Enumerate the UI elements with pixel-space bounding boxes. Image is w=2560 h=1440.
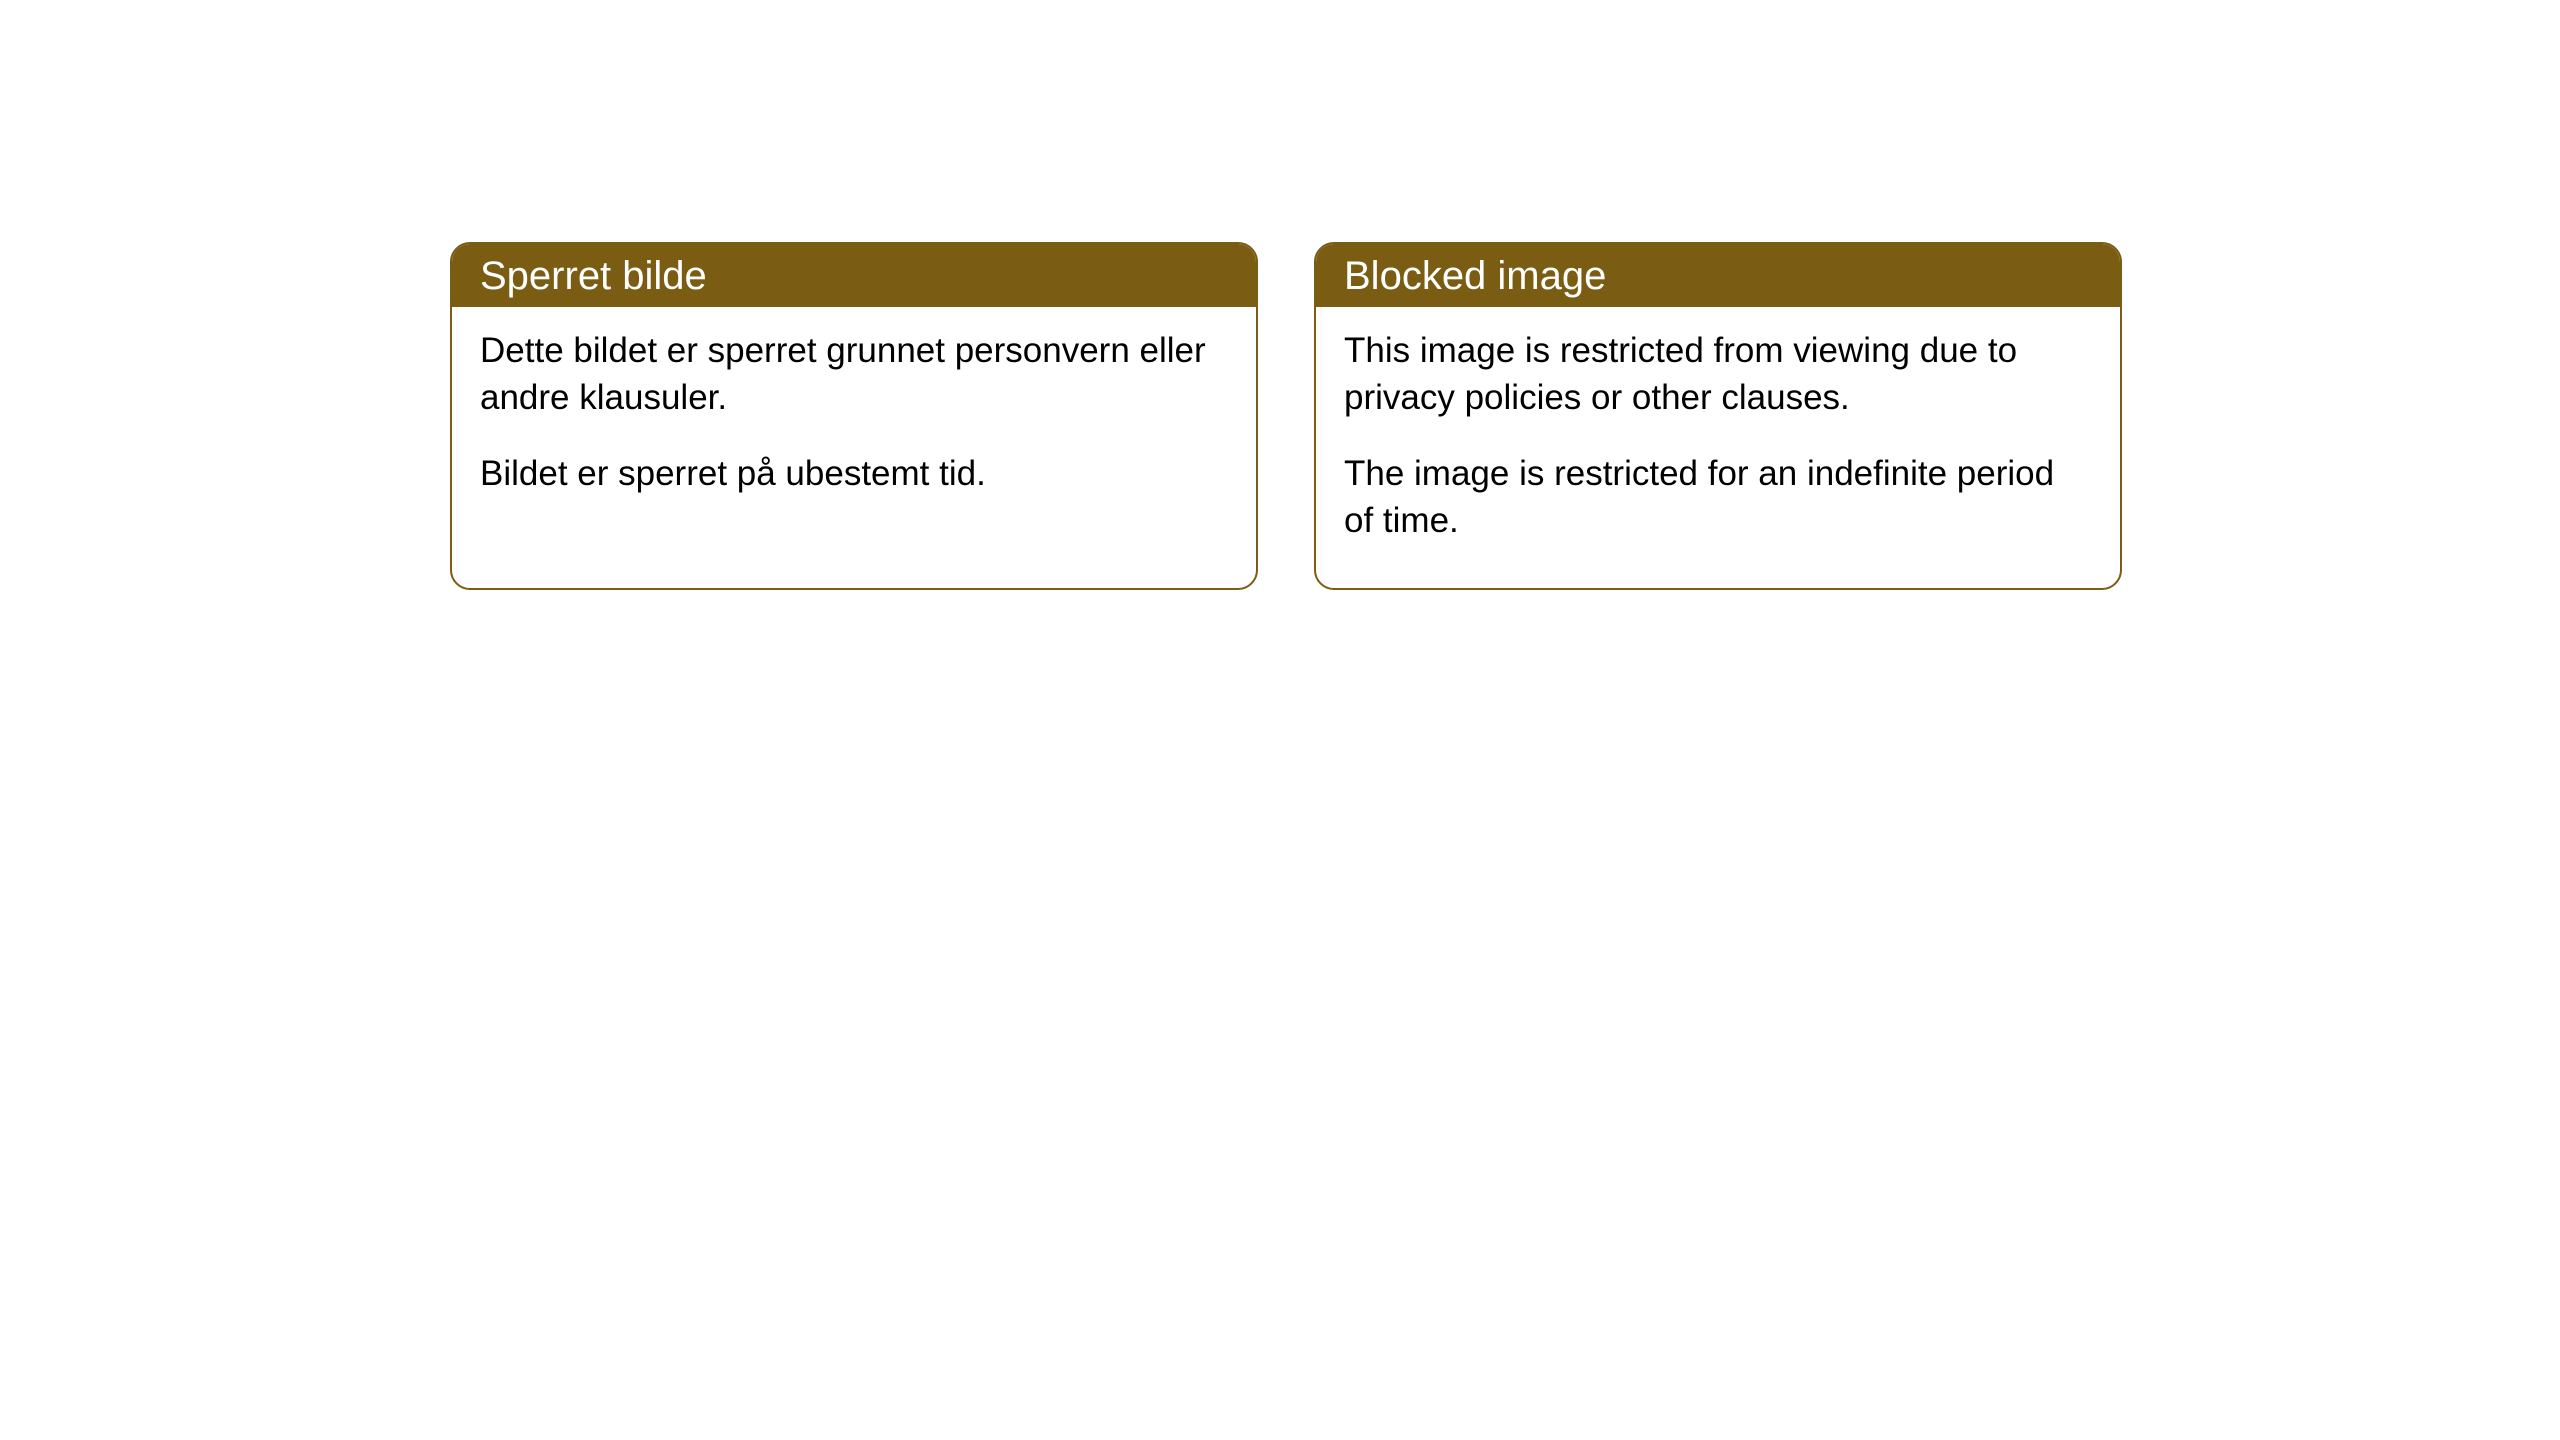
card-header-english: Blocked image [1316, 244, 2120, 307]
card-paragraph-2-english: The image is restricted for an indefinit… [1344, 450, 2092, 545]
card-header-norwegian: Sperret bilde [452, 244, 1256, 307]
card-paragraph-1-norwegian: Dette bildet er sperret grunnet personve… [480, 327, 1228, 422]
card-title-norwegian: Sperret bilde [480, 254, 707, 298]
card-title-english: Blocked image [1344, 254, 1606, 298]
card-paragraph-1-english: This image is restricted from viewing du… [1344, 327, 2092, 422]
card-english: Blocked image This image is restricted f… [1314, 242, 2122, 590]
card-paragraph-2-norwegian: Bildet er sperret på ubestemt tid. [480, 450, 1228, 497]
card-body-english: This image is restricted from viewing du… [1316, 307, 2120, 588]
card-norwegian: Sperret bilde Dette bildet er sperret gr… [450, 242, 1258, 590]
card-body-norwegian: Dette bildet er sperret grunnet personve… [452, 307, 1256, 541]
cards-container: Sperret bilde Dette bildet er sperret gr… [450, 242, 2122, 590]
